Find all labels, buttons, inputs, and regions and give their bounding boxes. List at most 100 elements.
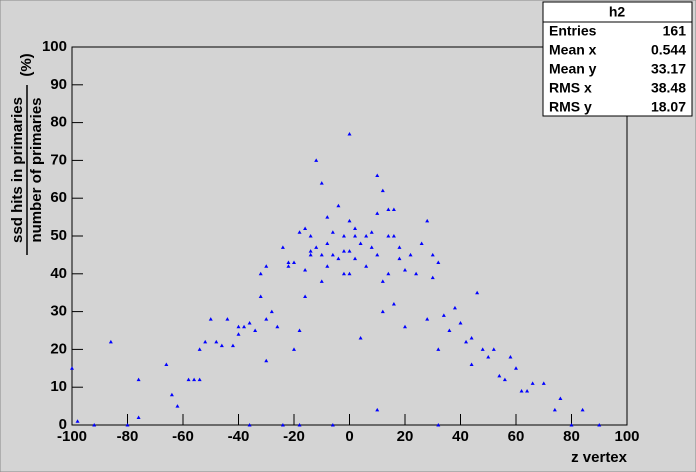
data-point — [341, 271, 346, 276]
data-point — [280, 423, 285, 427]
x-tick-label: 0 — [345, 428, 353, 445]
data-point — [358, 336, 363, 340]
data-point — [297, 328, 302, 332]
data-point — [469, 336, 474, 340]
data-point — [597, 423, 602, 427]
x-tick-label: -20 — [283, 428, 305, 445]
data-point — [347, 271, 352, 276]
data-point — [558, 396, 563, 401]
data-point — [364, 264, 369, 268]
x-tick-label: 80 — [563, 428, 580, 445]
data-point — [580, 407, 585, 412]
data-point — [164, 362, 169, 367]
data-point — [197, 347, 202, 351]
data-point — [292, 347, 296, 351]
data-point — [502, 377, 507, 382]
data-point — [430, 275, 435, 280]
data-point — [425, 317, 430, 321]
data-point — [336, 256, 341, 261]
x-tick-label: -80 — [117, 428, 139, 445]
data-point — [386, 234, 391, 238]
data-point — [303, 294, 308, 298]
data-point — [469, 362, 474, 367]
data-point — [214, 339, 219, 344]
data-point — [308, 234, 313, 238]
data-point — [336, 203, 341, 208]
stats-value: 33.17 — [651, 61, 686, 77]
data-point — [258, 271, 263, 276]
data-point — [569, 423, 574, 427]
data-point — [136, 377, 141, 382]
data-point — [353, 226, 358, 230]
y-axis-label-denominator: number of primaries — [28, 97, 45, 242]
data-point — [269, 309, 274, 314]
stats-title: h2 — [609, 4, 626, 20]
data-point — [203, 339, 208, 344]
data-point — [375, 173, 380, 178]
data-point — [419, 241, 424, 246]
data-point — [314, 158, 319, 162]
data-point — [236, 324, 241, 329]
x-tick-label: -40 — [228, 428, 250, 445]
data-point — [380, 309, 385, 314]
data-point — [480, 347, 485, 351]
data-point — [430, 252, 435, 257]
stats-value: 38.48 — [651, 80, 686, 96]
data-point — [380, 279, 385, 283]
stats-frame — [542, 1, 693, 117]
data-point — [303, 268, 308, 272]
stats-label: Mean x — [549, 42, 597, 58]
data-point — [452, 305, 457, 310]
data-point — [264, 317, 269, 321]
data-point — [92, 423, 97, 427]
data-point — [364, 234, 369, 238]
data-point — [303, 226, 308, 230]
data-point — [347, 249, 352, 253]
stats-box: h2 — [542, 1, 693, 117]
stats-label: Mean y — [549, 61, 597, 77]
data-point — [391, 302, 396, 306]
data-point — [186, 377, 191, 382]
data-point — [192, 377, 197, 382]
stats-label: RMS y — [549, 99, 592, 115]
data-point — [308, 252, 313, 257]
data-point — [264, 264, 269, 268]
data-point — [447, 328, 452, 332]
data-point — [380, 188, 385, 193]
data-point — [292, 260, 296, 264]
data-point — [403, 324, 407, 329]
data-point — [369, 245, 374, 249]
x-axis-label: z vertex — [571, 449, 628, 466]
data-point — [247, 320, 252, 325]
data-point — [347, 131, 352, 136]
data-point — [414, 271, 419, 276]
data-point — [297, 230, 302, 234]
y-tick-label: 80 — [50, 114, 67, 131]
data-point — [70, 366, 74, 370]
data-point — [247, 423, 252, 427]
data-point — [169, 392, 174, 397]
stats-value: 18.07 — [651, 99, 686, 115]
y-tick-label: 40 — [50, 265, 67, 282]
data-point — [136, 415, 141, 419]
data-point — [530, 381, 535, 385]
data-point — [436, 347, 441, 351]
stats-label: RMS x — [549, 80, 592, 96]
data-point — [330, 423, 335, 427]
data-point — [541, 381, 546, 385]
data-point — [341, 234, 346, 238]
y-tick-label: 70 — [50, 151, 67, 168]
data-point — [319, 252, 324, 257]
data-point — [508, 354, 513, 359]
data-point — [436, 423, 441, 427]
data-point — [486, 354, 491, 359]
data-point — [236, 332, 241, 336]
data-point — [230, 343, 235, 348]
y-tick-label: 0 — [59, 416, 67, 433]
data-point — [219, 343, 224, 348]
y-tick-label: 10 — [50, 378, 67, 395]
data-point — [264, 358, 269, 363]
data-point — [497, 373, 502, 378]
